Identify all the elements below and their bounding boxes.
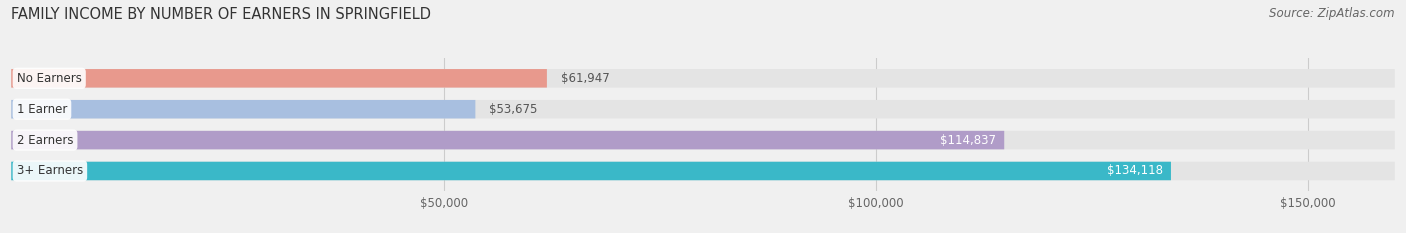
Text: 3+ Earners: 3+ Earners bbox=[17, 164, 83, 178]
FancyBboxPatch shape bbox=[11, 131, 1004, 149]
FancyBboxPatch shape bbox=[11, 69, 1395, 88]
FancyBboxPatch shape bbox=[11, 69, 547, 88]
Text: 1 Earner: 1 Earner bbox=[17, 103, 67, 116]
Text: $53,675: $53,675 bbox=[489, 103, 537, 116]
FancyBboxPatch shape bbox=[11, 100, 1395, 118]
Text: $61,947: $61,947 bbox=[561, 72, 609, 85]
Text: FAMILY INCOME BY NUMBER OF EARNERS IN SPRINGFIELD: FAMILY INCOME BY NUMBER OF EARNERS IN SP… bbox=[11, 7, 432, 22]
FancyBboxPatch shape bbox=[11, 162, 1171, 180]
FancyBboxPatch shape bbox=[11, 100, 475, 118]
Text: $114,837: $114,837 bbox=[941, 134, 995, 147]
FancyBboxPatch shape bbox=[11, 131, 1395, 149]
Text: 2 Earners: 2 Earners bbox=[17, 134, 73, 147]
FancyBboxPatch shape bbox=[11, 162, 1395, 180]
Text: Source: ZipAtlas.com: Source: ZipAtlas.com bbox=[1270, 7, 1395, 20]
Text: $134,118: $134,118 bbox=[1107, 164, 1163, 178]
Text: No Earners: No Earners bbox=[17, 72, 82, 85]
